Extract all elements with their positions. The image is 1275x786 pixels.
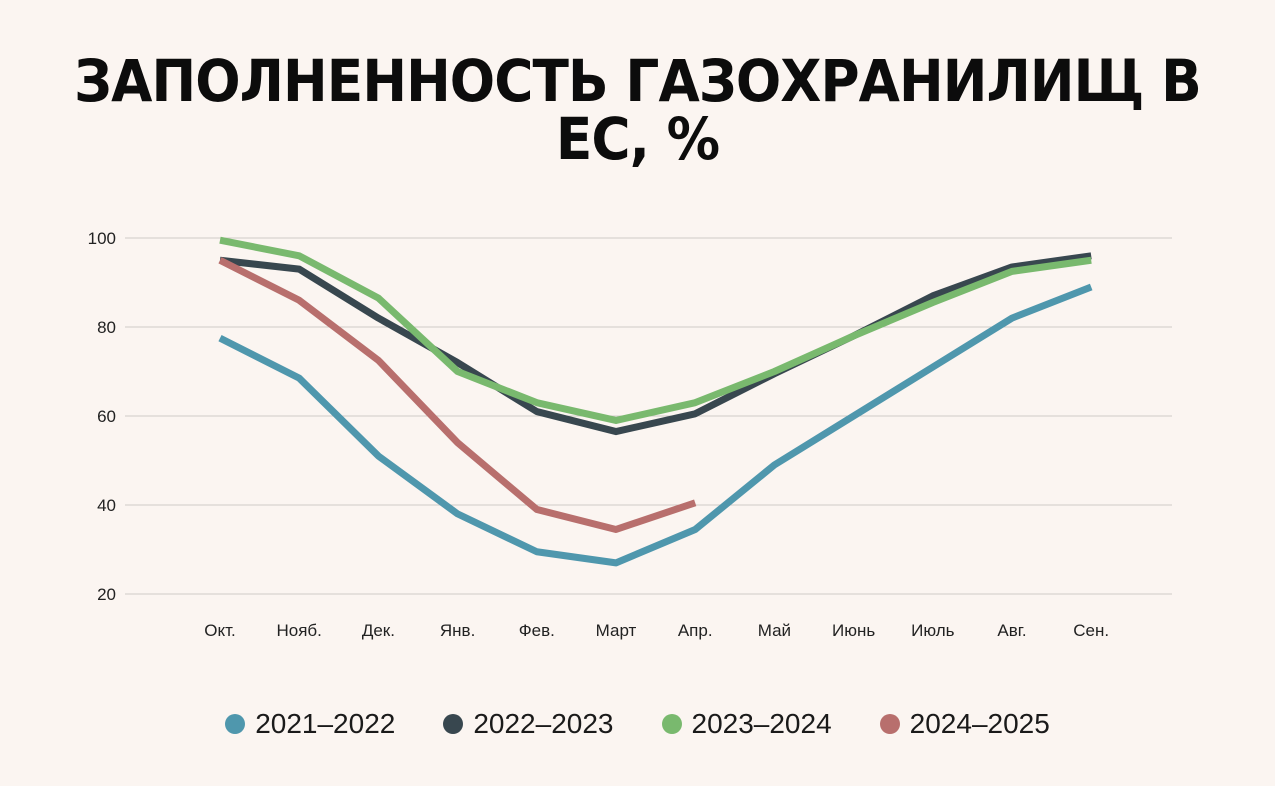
- x-axis-ticks: Окт. Нояб. Дек. Янв. Фев. Март Апр. Май Июнь Июль…: [204, 621, 1109, 640]
- series-line-2024–2025: [218, 257, 697, 533]
- chart-title: ЗАПОЛНЕННОСТЬ ГАЗОХРАНИЛИЩ В ЕС, %: [74, 47, 1202, 173]
- series-line-2021–2022: [218, 283, 1093, 567]
- x-tick-label: Март: [596, 621, 637, 640]
- y-tick-label: 40: [97, 496, 116, 515]
- y-axis-ticks: 100 80 60 40 20: [88, 229, 116, 604]
- series-lines: [218, 236, 1093, 567]
- y-tick-label: 80: [97, 318, 116, 337]
- x-tick-label: Апр.: [678, 621, 713, 640]
- x-tick-label: Сен.: [1073, 621, 1109, 640]
- y-tick-label: 100: [88, 229, 116, 248]
- x-tick-label: Май: [758, 621, 791, 640]
- x-tick-label: Нояб.: [276, 621, 321, 640]
- legend-item: 2021–2022: [225, 708, 395, 740]
- x-tick-label: Июнь: [832, 621, 875, 640]
- legend-marker: [443, 714, 464, 734]
- legend-label: 2024–2025: [909, 708, 1050, 739]
- legend-label: 2023–2024: [691, 708, 832, 739]
- legend-item: 2022–2023: [443, 708, 614, 740]
- legend-label: 2022–2023: [473, 708, 614, 739]
- legend: 2021–2022 2022–2023 2023–2024 2024–2025: [0, 708, 1275, 740]
- series-line-2022–2023: [219, 252, 1092, 436]
- legend-marker: [225, 714, 246, 734]
- legend-item: 2023–2024: [661, 708, 832, 740]
- x-tick-label: Окт.: [204, 621, 235, 640]
- x-tick-label: Фев.: [519, 621, 555, 640]
- legend-label: 2021–2022: [255, 708, 396, 739]
- legend-marker: [661, 714, 682, 734]
- legend-marker: [879, 714, 900, 734]
- x-tick-label: Авг.: [997, 621, 1026, 640]
- y-tick-label: 20: [97, 585, 116, 604]
- legend-item: 2024–2025: [879, 708, 1050, 740]
- x-tick-label: Дек.: [362, 621, 395, 640]
- x-tick-label: Янв.: [440, 621, 475, 640]
- series-line-2023–2024: [219, 236, 1092, 424]
- x-tick-label: Июль: [911, 621, 955, 640]
- y-tick-label: 60: [97, 407, 116, 426]
